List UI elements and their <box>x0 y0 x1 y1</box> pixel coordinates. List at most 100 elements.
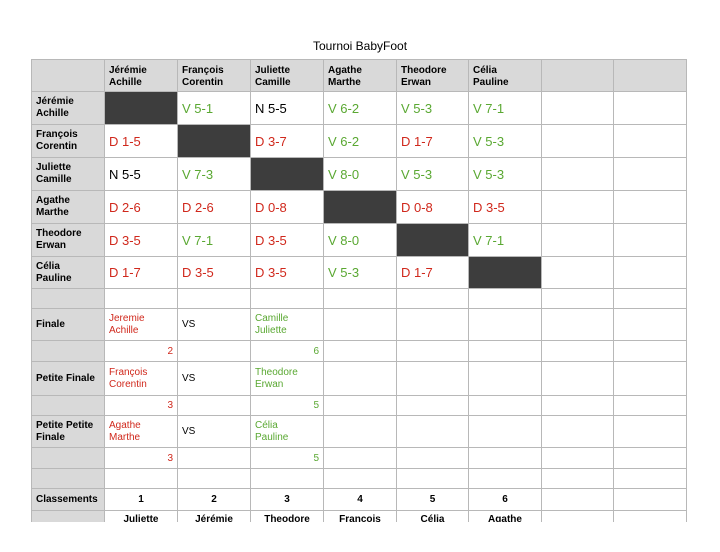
sheet-cell <box>31 511 105 522</box>
sheet-cell: 5 <box>251 396 324 416</box>
sheet-cell <box>324 448 397 469</box>
match-result: V 6-2 <box>328 100 360 116</box>
sheet-cell <box>178 289 251 309</box>
column-header: Agathe Marthe <box>328 65 362 88</box>
sheet-cell: Theodore Erwan <box>251 362 324 396</box>
sheet-cell: Célia Pauline <box>469 59 542 92</box>
match-result: D 0-8 <box>255 199 287 215</box>
sheet-cell: VS <box>178 309 251 341</box>
match-result: D 1-7 <box>401 265 433 280</box>
sheet-cell <box>469 416 542 448</box>
rank-number: 5 <box>429 494 436 505</box>
sheet-cell: D 3-5 <box>469 191 542 224</box>
rank-number: 4 <box>357 494 363 505</box>
sheet-title: Tournoi BabyFoot <box>312 39 408 53</box>
ranked-team: Theodore <box>264 514 310 522</box>
sheet-cell <box>178 448 251 469</box>
rank-number: 6 <box>502 494 508 505</box>
score-2: 6 <box>313 345 319 357</box>
sheet-cell: V 5-3 <box>397 92 469 125</box>
score-2: 5 <box>313 400 319 411</box>
sheet-cell: Jeremie Achille <box>105 309 178 341</box>
row-header: Agathe Marthe <box>36 195 70 218</box>
sheet-cell <box>614 224 687 257</box>
sheet-cell: 5 <box>251 448 324 469</box>
sheet-cell <box>542 224 614 257</box>
sheet-cell <box>614 448 687 469</box>
sheet-cell: D 3-5 <box>251 257 324 289</box>
sheet-cell <box>397 224 469 257</box>
team-2: Camille Juliette <box>255 312 289 336</box>
sheet-cell <box>397 416 469 448</box>
sheet-cell <box>324 416 397 448</box>
match-result: V 5-1 <box>182 100 214 116</box>
sheet-cell: V 7-1 <box>178 224 251 257</box>
final-label: Petite Finale <box>36 372 95 384</box>
sheet-cell: 3 <box>251 489 324 511</box>
sheet-cell <box>251 469 324 489</box>
sheet-cell: V 5-3 <box>397 158 469 191</box>
sheet-cell: D 1-7 <box>397 125 469 158</box>
sheet-cell: V 6-2 <box>324 92 397 125</box>
column-header: Célia Pauline <box>473 65 509 88</box>
sheet-cell: V 5-3 <box>469 125 542 158</box>
sheet-cell <box>614 257 687 289</box>
sheet-cell <box>542 125 614 158</box>
sheet-cell <box>542 158 614 191</box>
sheet-cell <box>614 416 687 448</box>
sheet-cell: Theodore <box>251 511 324 522</box>
sheet-cell: Jérémie Achille <box>31 92 105 125</box>
sheet-cell <box>542 59 614 92</box>
sheet-cell: Agathe Marthe <box>105 416 178 448</box>
team-2: Célia Pauline <box>255 419 289 443</box>
ranked-team: Célia <box>420 514 445 522</box>
sheet-cell <box>397 448 469 469</box>
sheet-cell: D 3-5 <box>251 224 324 257</box>
ranked-team: Juliette <box>123 514 159 522</box>
sheet-cell: D 0-8 <box>397 191 469 224</box>
sheet-cell: Petite Petite Finale <box>31 416 105 448</box>
sheet-cell <box>614 92 687 125</box>
sheet-cell <box>469 341 542 362</box>
sheet-cell <box>324 289 397 309</box>
sheet-cell: Theodore Erwan <box>31 224 105 257</box>
match-result: V 8-0 <box>328 232 360 248</box>
team-1: François Corentin <box>109 366 148 390</box>
column-header: Theodore Erwan <box>401 65 447 88</box>
match-result: D 1-5 <box>109 133 141 149</box>
sheet-cell <box>614 362 687 396</box>
team-1: Agathe Marthe <box>109 419 141 443</box>
match-result: D 2-6 <box>182 199 214 215</box>
match-result: V 8-0 <box>328 166 360 182</box>
sheet-cell: 3 <box>105 448 178 469</box>
ranked-team: François <box>339 514 381 522</box>
sheet-cell: D 2-6 <box>105 191 178 224</box>
sheet-cell <box>178 396 251 416</box>
sheet-cell <box>31 341 105 362</box>
row-header: Célia Pauline <box>36 260 72 284</box>
sheet-cell <box>31 469 105 489</box>
versus: VS <box>182 372 196 384</box>
sheet-cell <box>614 289 687 309</box>
match-result: V 5-3 <box>473 133 505 149</box>
row-header: Theodore Erwan <box>36 228 82 251</box>
sheet-cell <box>469 448 542 469</box>
sheet-cell: D 1-5 <box>105 125 178 158</box>
sheet-cell: VS <box>178 416 251 448</box>
sheet-cell <box>542 396 614 416</box>
sheet-cell: Célia Pauline <box>31 257 105 289</box>
sheet-cell: D 1-7 <box>397 257 469 289</box>
match-result: V 6-2 <box>328 133 360 149</box>
match-result: D 3-5 <box>473 199 505 215</box>
sheet-cell <box>614 191 687 224</box>
sheet-cell <box>31 289 105 309</box>
score-1: 3 <box>167 452 173 464</box>
sheet-cell <box>542 469 614 489</box>
match-result: D 1-7 <box>401 133 433 149</box>
sheet-cell <box>251 289 324 309</box>
sheet-cell <box>324 191 397 224</box>
sheet-cell: 5 <box>397 489 469 511</box>
team-2: Theodore Erwan <box>255 366 298 390</box>
sheet-cell: Petite Finale <box>31 362 105 396</box>
sheet-cell: 1 <box>105 489 178 511</box>
